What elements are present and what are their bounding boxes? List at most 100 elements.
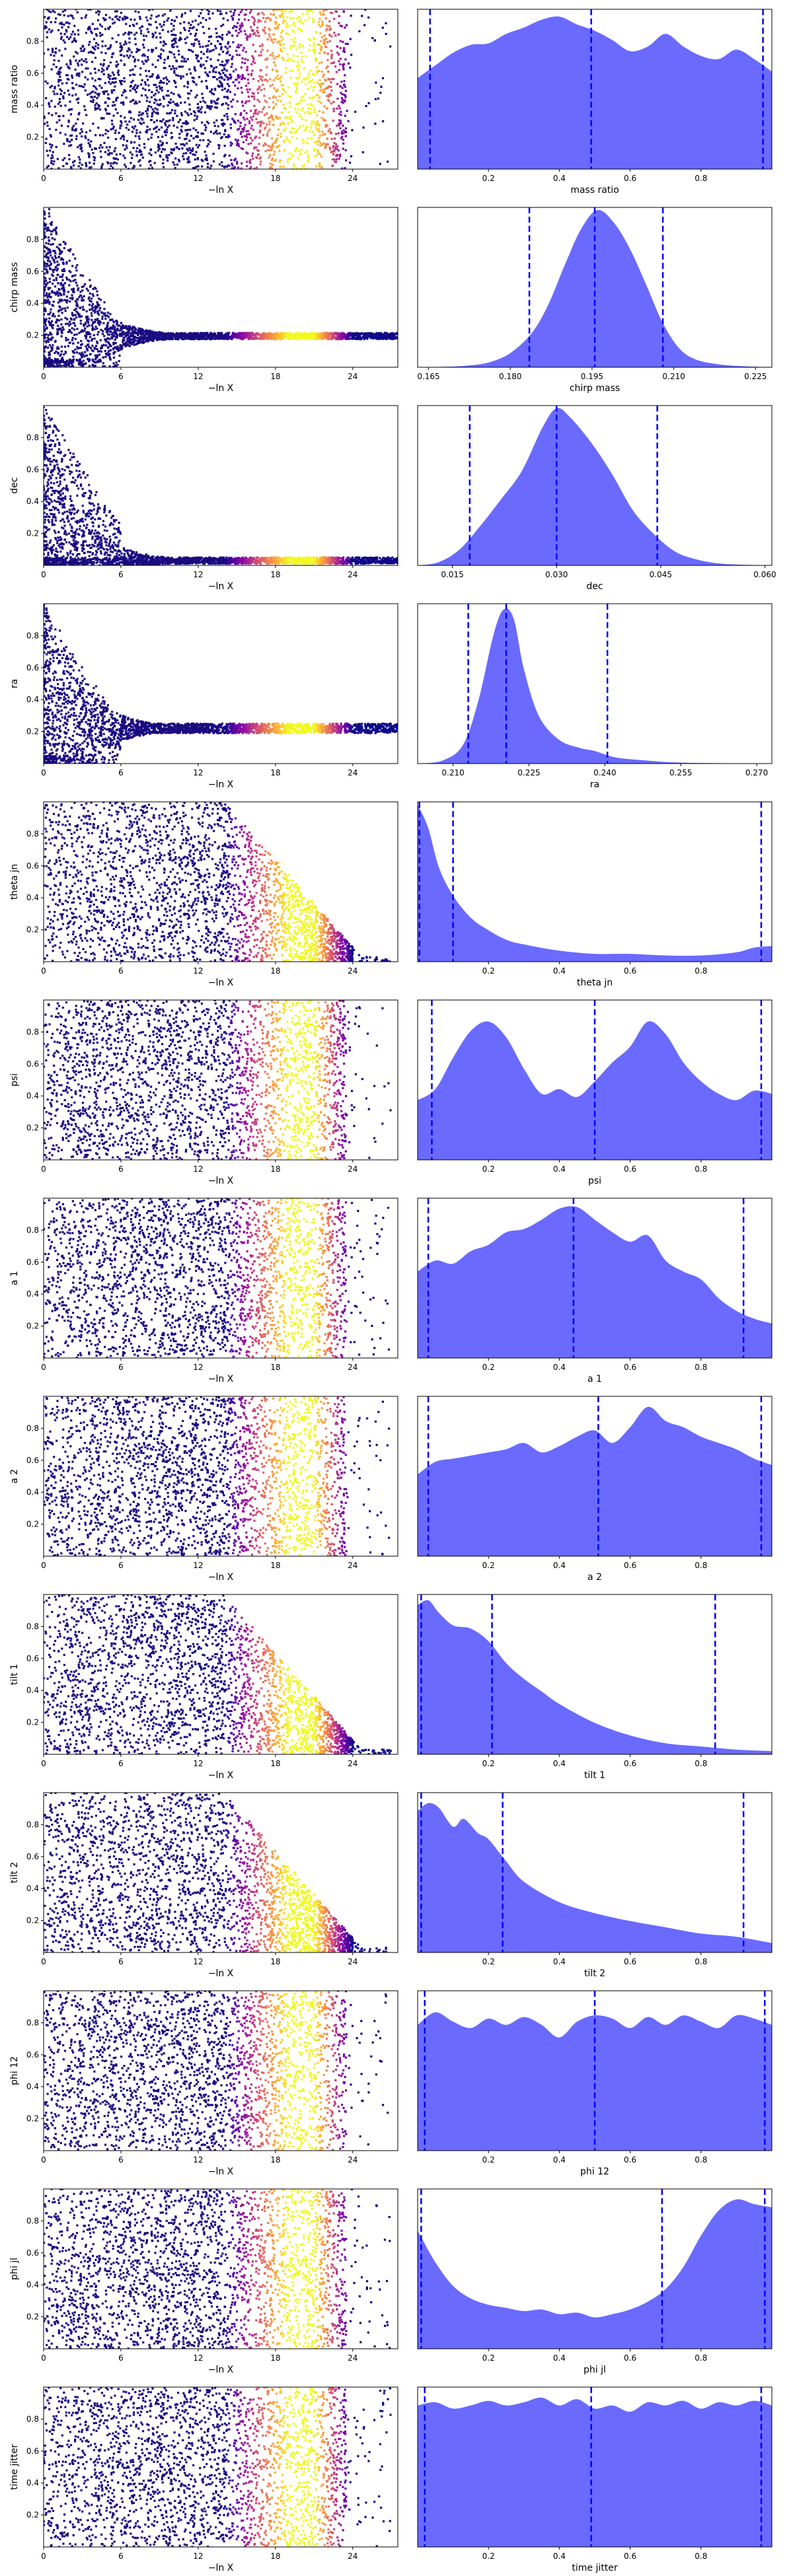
scatter-point (186, 122, 189, 125)
scatter-point (330, 151, 333, 153)
scatter-point (89, 145, 91, 148)
scatter-point (223, 67, 226, 70)
scatter-point (237, 120, 239, 122)
scatter-point (128, 31, 131, 34)
scatter-point (99, 150, 102, 153)
scatter-point (223, 114, 226, 117)
scatter-point (144, 83, 147, 86)
scatter-point (245, 130, 248, 133)
scatter-point (311, 104, 313, 106)
scatter-point (165, 131, 169, 133)
scatter-point (77, 156, 80, 159)
scatter-point (98, 350, 101, 353)
scatter-point (257, 80, 260, 83)
scatter-point (115, 99, 118, 102)
scatter-point (270, 333, 273, 336)
scatter-point (77, 73, 79, 76)
scatter-point (73, 39, 75, 42)
scatter-point (106, 97, 109, 100)
scatter-point (50, 146, 52, 149)
scatter-point (332, 153, 335, 156)
scatter-point (146, 55, 149, 58)
scatter-point (266, 337, 268, 340)
scatter-point (371, 37, 374, 40)
scatter-point (127, 344, 130, 347)
scatter-point (66, 318, 69, 320)
scatter-point (190, 332, 192, 335)
scatter-point (152, 34, 155, 36)
scatter-point (250, 124, 254, 127)
scatter-point (103, 141, 106, 144)
scatter-point (256, 26, 259, 29)
scatter-point (59, 92, 62, 96)
scatter-point (114, 104, 116, 106)
scatter-point (298, 46, 301, 49)
scatter-point (238, 18, 241, 21)
scatter-point (168, 154, 170, 157)
scatter-point (109, 313, 112, 316)
scatter-point (81, 366, 83, 367)
scatter-point (58, 305, 61, 308)
scatter-point (133, 343, 135, 346)
scatter-point (54, 105, 56, 108)
scatter-point (59, 32, 62, 35)
scatter-point (349, 66, 352, 69)
scatter-point (94, 318, 96, 321)
scatter-point (66, 359, 69, 362)
scatter-point (279, 44, 282, 46)
scatter-point (147, 58, 149, 61)
scatter-point (63, 247, 65, 250)
scatter-point (293, 36, 296, 39)
scatter-point (241, 91, 243, 94)
scatter-point (44, 288, 45, 291)
scatter-point (192, 153, 194, 156)
scatter-point (303, 112, 306, 114)
scatter-point (319, 52, 321, 55)
scatter-point (210, 42, 213, 45)
scatter-point (358, 332, 360, 335)
scatter-point (143, 54, 146, 57)
scatter-point (260, 77, 262, 80)
scatter-point (224, 46, 227, 48)
scatter-point (170, 332, 172, 335)
scatter-point (200, 159, 203, 161)
y-tick-label: 0.2 (26, 133, 39, 142)
scatter-point (377, 335, 380, 338)
scatter-point (138, 151, 141, 153)
scatter-point (322, 142, 325, 145)
scatter-point (69, 280, 72, 283)
scatter-point (51, 256, 54, 259)
scatter-point (284, 108, 287, 110)
scatter-point (314, 338, 317, 340)
scatter-point (159, 32, 161, 35)
scatter-point (278, 9, 280, 11)
scatter-point (215, 28, 217, 30)
scatter-point (227, 332, 229, 334)
scatter-point (81, 351, 83, 354)
scatter-point (188, 48, 190, 52)
scatter-point (167, 104, 169, 107)
scatter-point (282, 165, 285, 168)
scatter-point (151, 108, 154, 111)
scatter-point (326, 98, 329, 101)
scatter-point (239, 11, 242, 13)
scatter-point (62, 263, 65, 266)
scatter-point (127, 328, 130, 331)
scatter-point (67, 89, 69, 92)
scatter-point (274, 334, 276, 337)
scatter-point (92, 350, 94, 353)
scatter-point (269, 162, 272, 165)
scatter-point (69, 297, 72, 299)
scatter-point (99, 321, 102, 324)
scatter-point (330, 137, 333, 140)
scatter-point (289, 77, 292, 79)
scatter-point (142, 336, 145, 339)
scatter-point (47, 242, 50, 245)
scatter-point (314, 58, 317, 61)
scatter-point (117, 69, 120, 72)
scatter-point (147, 84, 150, 87)
scatter-point (266, 101, 268, 104)
scatter-point (258, 54, 260, 57)
scatter-point (327, 130, 330, 133)
